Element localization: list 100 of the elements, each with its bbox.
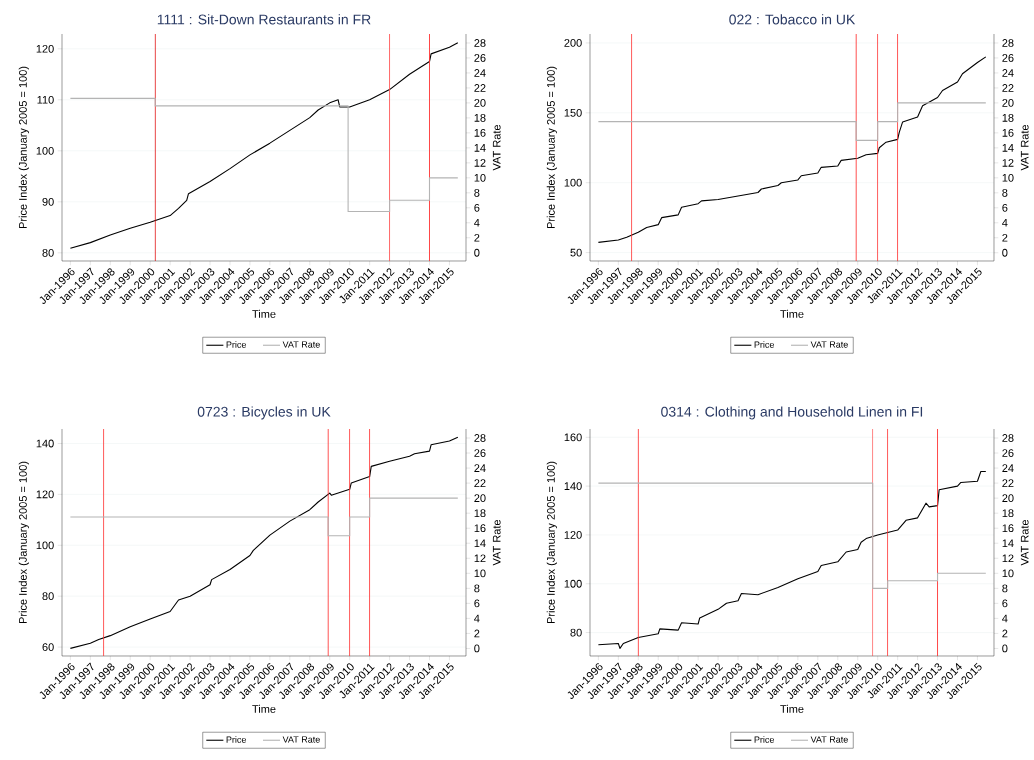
y-tick-label: 160 xyxy=(564,433,582,442)
y2-tick-label: 22 xyxy=(1002,84,1014,92)
y2-tick-label: 18 xyxy=(474,509,486,518)
y2-tick-label: 6 xyxy=(1002,599,1008,608)
y2-tick-label: 4 xyxy=(474,219,480,227)
y2-tick-label: 18 xyxy=(1002,509,1014,518)
y2-tick-label: 14 xyxy=(1002,144,1014,152)
legend-label: Price xyxy=(226,341,247,348)
y2-tick-label: 6 xyxy=(1002,203,1008,212)
y2-tick-label: 6 xyxy=(474,203,480,212)
y2-tick-label: 24 xyxy=(1002,464,1014,472)
chart-title: 1111 : Sit-Down Restaurants in FR xyxy=(157,14,371,25)
y2-tick-label: 24 xyxy=(474,464,486,472)
y2-axis-title: VAT Rate xyxy=(1020,519,1029,566)
y2-tick-label: 18 xyxy=(1002,114,1014,122)
y2-tick-label: 10 xyxy=(1002,569,1014,578)
x-axis-title: Time xyxy=(252,309,276,318)
y-tick-label: 80 xyxy=(42,592,54,601)
y2-tick-label: 24 xyxy=(1002,69,1014,77)
y-tick-label: 140 xyxy=(36,439,54,448)
y2-tick-label: 10 xyxy=(1002,173,1014,182)
y2-tick-label: 0 xyxy=(1002,644,1008,653)
y2-tick-label: 8 xyxy=(474,584,480,593)
y2-tick-label: 18 xyxy=(474,114,486,122)
y2-tick-label: 0 xyxy=(1002,248,1008,257)
y2-tick-label: 2 xyxy=(474,233,480,242)
y-tick-label: 140 xyxy=(564,482,582,490)
y2-tick-label: 14 xyxy=(1002,539,1014,548)
y2-tick-label: 4 xyxy=(474,614,480,623)
y2-tick-label: 26 xyxy=(1002,449,1014,457)
y-tick-label: 100 xyxy=(564,579,582,588)
y-tick-label: 120 xyxy=(564,531,582,539)
y2-tick-label: 12 xyxy=(474,554,486,563)
x-axis-title: Time xyxy=(252,704,276,713)
y-tick-label: 50 xyxy=(570,248,582,257)
y2-axis-title: VAT Rate xyxy=(1020,124,1029,171)
x-axis-title: Time xyxy=(780,704,804,713)
y-axis-title: Price Index (January 2005 = 100) xyxy=(546,66,557,229)
y2-tick-label: 12 xyxy=(474,159,486,167)
y-axis-title: Price Index (January 2005 = 100) xyxy=(18,66,29,229)
y2-tick-label: 12 xyxy=(1002,159,1014,167)
y2-tick-label: 4 xyxy=(1002,614,1008,623)
y2-tick-label: 20 xyxy=(474,494,486,503)
chart-title: 0314 : Clothing and Household Linen in FI xyxy=(661,406,923,420)
y2-tick-label: 26 xyxy=(474,54,486,62)
y2-tick-label: 8 xyxy=(474,188,480,197)
y-axis-title: Price Index (January 2005 = 100) xyxy=(546,461,557,624)
y2-tick-label: 16 xyxy=(474,524,486,533)
y2-tick-label: 28 xyxy=(474,39,486,47)
y2-tick-label: 28 xyxy=(1002,39,1014,47)
y2-tick-label: 22 xyxy=(474,84,486,92)
y2-tick-label: 26 xyxy=(1002,54,1014,62)
y2-tick-label: 16 xyxy=(474,129,486,137)
y2-tick-label: 4 xyxy=(1002,219,1008,227)
chart-title: 022 : Tobacco in UK xyxy=(729,14,856,25)
y-tick-label: 110 xyxy=(37,95,54,104)
legend-label: VAT Rate xyxy=(810,341,848,348)
y-tick-label: 100 xyxy=(564,178,582,187)
y-tick-label: 100 xyxy=(36,146,54,155)
legend-label: VAT Rate xyxy=(810,736,848,743)
y2-tick-label: 10 xyxy=(474,173,486,182)
legend-label: VAT Rate xyxy=(282,341,320,348)
legend-label: VAT Rate xyxy=(282,736,320,743)
y2-tick-label: 16 xyxy=(1002,129,1014,137)
y-tick-label: 120 xyxy=(36,490,54,499)
y2-tick-label: 20 xyxy=(1002,99,1014,107)
y2-tick-label: 14 xyxy=(474,539,486,548)
y2-tick-label: 26 xyxy=(474,449,486,457)
y2-tick-label: 2 xyxy=(474,629,480,638)
y2-tick-label: 12 xyxy=(1002,554,1014,563)
y-tick-label: 60 xyxy=(42,643,54,651)
y2-tick-label: 0 xyxy=(474,248,480,257)
y-axis-title: Price Index (January 2005 = 100) xyxy=(18,461,29,624)
y2-tick-label: 14 xyxy=(474,144,486,152)
y-tick-label: 120 xyxy=(36,44,54,53)
y2-tick-label: 8 xyxy=(1002,188,1008,197)
y2-tick-label: 28 xyxy=(1002,434,1014,442)
chart-title: 0723 : Bicycles in UK xyxy=(197,406,331,420)
legend-label: Price xyxy=(754,341,775,348)
y2-tick-label: 2 xyxy=(1002,233,1008,242)
legend-label: Price xyxy=(754,736,775,743)
y2-tick-label: 20 xyxy=(1002,494,1014,503)
y-tick-label: 80 xyxy=(570,628,582,637)
y2-tick-label: 10 xyxy=(474,569,486,578)
y2-axis-title: VAT Rate xyxy=(492,124,501,171)
x-axis-title: Time xyxy=(780,309,804,318)
y2-tick-label: 20 xyxy=(474,99,486,107)
legend-label: Price xyxy=(226,736,247,743)
y2-tick-label: 28 xyxy=(474,434,486,442)
y2-tick-label: 8 xyxy=(1002,584,1008,593)
y2-tick-label: 22 xyxy=(474,479,486,487)
y-tick-label: 200 xyxy=(564,39,582,47)
y-tick-label: 80 xyxy=(42,248,54,257)
y2-tick-label: 22 xyxy=(1002,479,1014,487)
y-tick-label: 90 xyxy=(42,197,54,206)
y-tick-label: 100 xyxy=(36,541,54,550)
y-tick-label: 150 xyxy=(564,108,582,117)
y2-tick-label: 6 xyxy=(474,599,480,608)
y2-tick-label: 24 xyxy=(474,69,486,77)
y2-axis-title: VAT Rate xyxy=(492,519,501,566)
